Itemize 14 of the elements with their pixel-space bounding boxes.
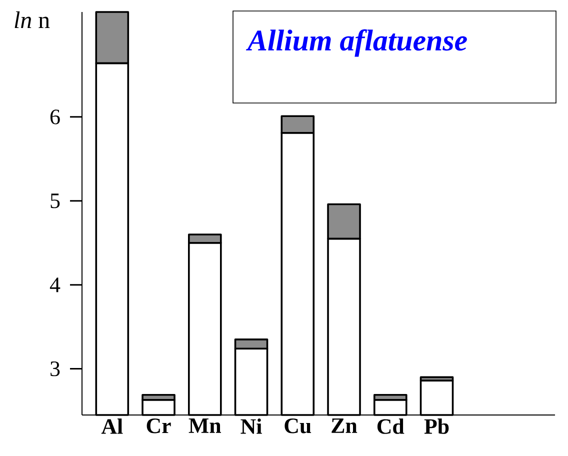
x-tick-label: Mn [188,418,222,433]
x-tick-label: Cd [377,418,404,434]
text: Allium aflatuense [246,29,467,57]
x-tick-label: Al [101,418,123,434]
y-tick-label: 5 [50,194,60,208]
x-tick-label: Zn [332,418,358,433]
y-tick-label: 6 [50,110,60,124]
y-tick-label: 3 [50,361,60,376]
x-tick-label: Cr [146,418,171,434]
y-tick-label: 4 [50,278,60,292]
x-tick-label: Pb [424,418,449,434]
y-axis-title: ln n [14,11,50,28]
x-tick-label: Ni [240,418,262,434]
x-tick-label: Cu [284,418,312,434]
